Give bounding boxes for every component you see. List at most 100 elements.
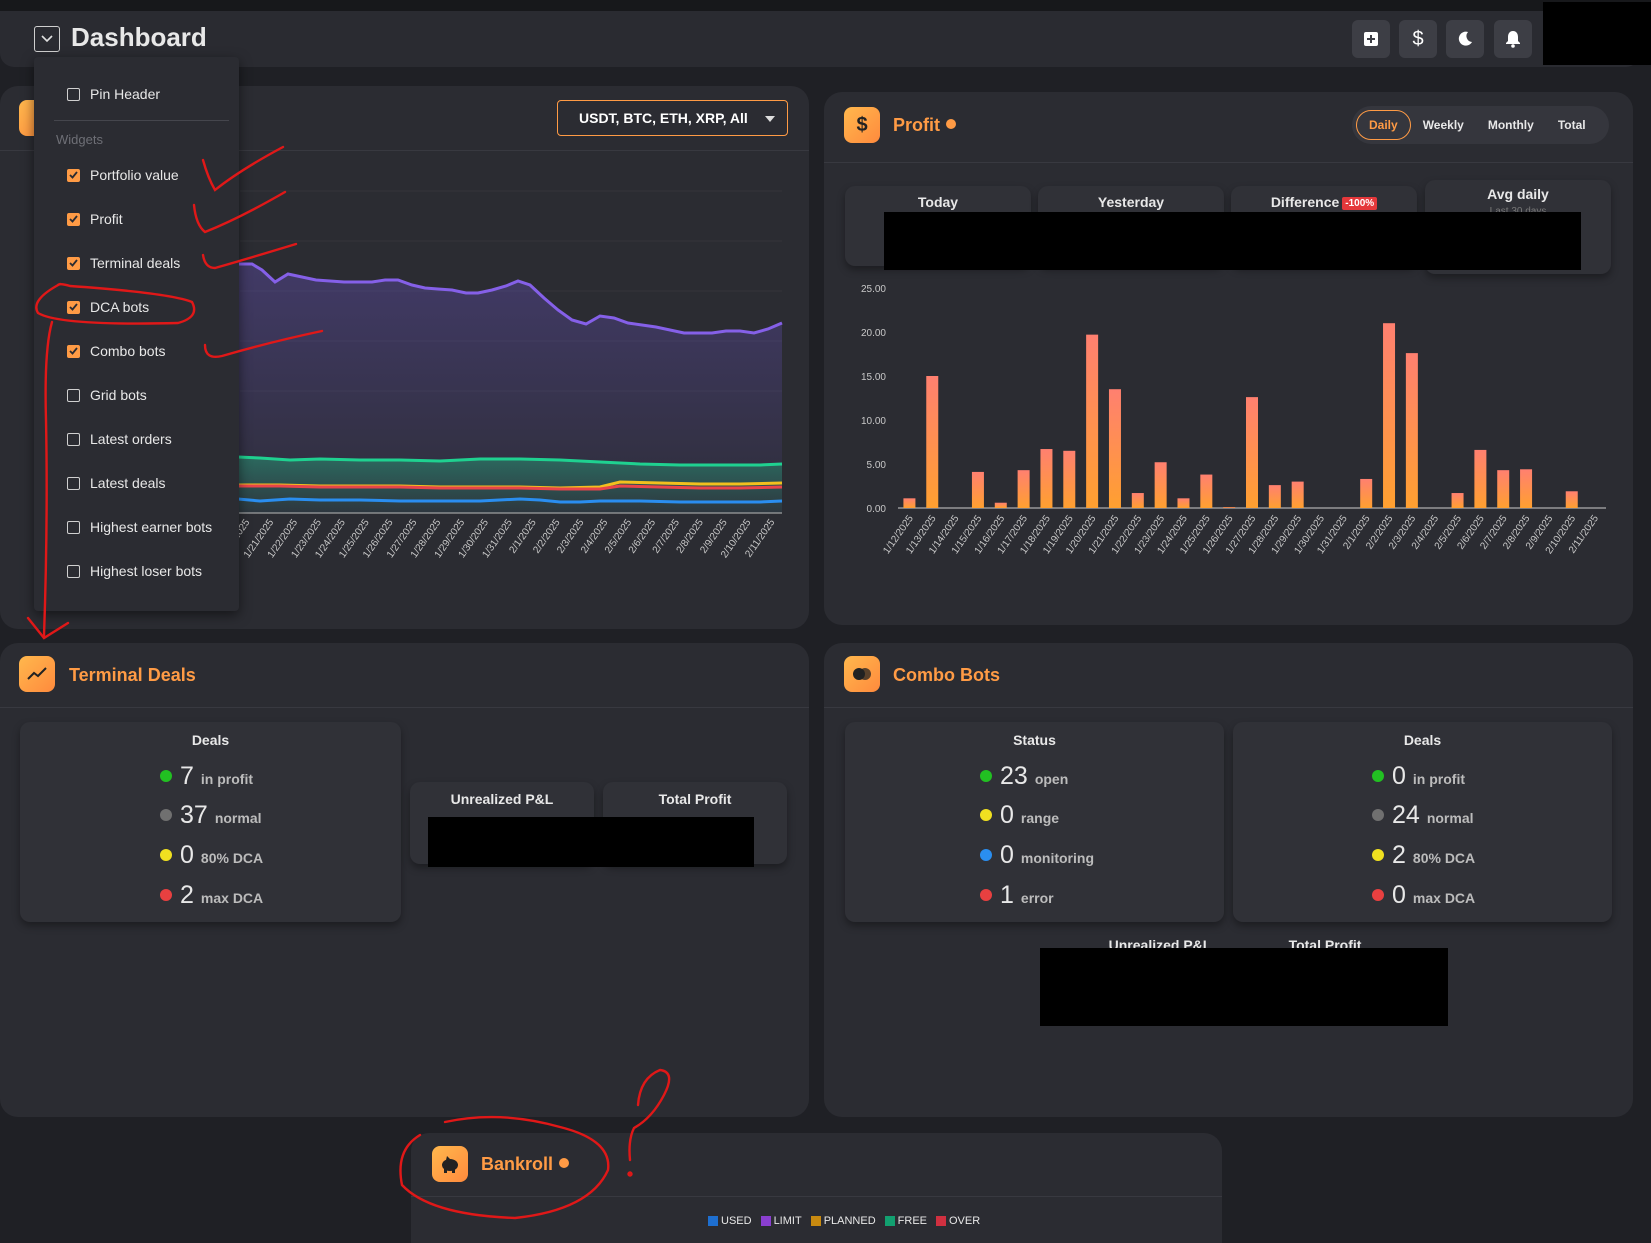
profit-bar[interactable]	[1223, 507, 1236, 508]
profit-bar[interactable]	[1268, 485, 1281, 508]
currency-filter-select[interactable]: USDT, BTC, ETH, XRP, All	[557, 100, 788, 136]
widget-option-latest-orders[interactable]: Latest orders	[67, 431, 172, 447]
widget-option-dca-bots[interactable]: DCA bots	[67, 299, 149, 315]
tab-total[interactable]: Total	[1557, 118, 1586, 132]
theme-toggle-button[interactable]	[1446, 20, 1484, 58]
count: 23	[1000, 762, 1028, 790]
portfolio-total-line	[238, 262, 783, 335]
profit-bar[interactable]	[1063, 450, 1076, 508]
status-dot	[980, 770, 992, 782]
profit-bar[interactable]	[1040, 449, 1053, 508]
combo-deal-normal: 24 normal	[1372, 801, 1474, 830]
y-tick-label: 5.00	[867, 460, 887, 471]
info-icon[interactable]	[559, 1158, 570, 1169]
combo-deal-in-profit: 0 in profit	[1372, 762, 1465, 791]
count-label: range	[1020, 810, 1060, 826]
profit-bar[interactable]	[1131, 493, 1144, 508]
pin-header-option[interactable]: Pin Header	[67, 86, 160, 102]
widget-option-combo-bots[interactable]: Combo bots	[67, 343, 165, 359]
profit-bar[interactable]	[1246, 397, 1258, 508]
profit-bar[interactable]	[1520, 469, 1533, 508]
info-icon[interactable]	[946, 119, 956, 130]
legend-limit[interactable]: LIMIT	[760, 1215, 802, 1227]
profit-bar[interactable]	[1451, 493, 1464, 508]
profit-bar[interactable]	[1200, 474, 1213, 508]
profit-bar[interactable]	[1565, 491, 1578, 508]
checkbox[interactable]	[67, 432, 80, 446]
y-tick-label: 10.00	[861, 416, 886, 427]
checkbox[interactable]	[67, 476, 80, 490]
checkbox[interactable]	[67, 564, 80, 578]
count-label: 80% DCA	[200, 850, 264, 866]
profit-bar[interactable]	[1086, 334, 1099, 508]
profit-bar[interactable]	[1405, 353, 1418, 508]
checkbox[interactable]	[67, 388, 80, 402]
profit-bar[interactable]	[971, 471, 984, 508]
profit-bar[interactable]	[1108, 389, 1121, 508]
widget-option-highest-loser-bots[interactable]: Highest loser bots	[67, 563, 202, 579]
status-dot	[160, 889, 172, 901]
checkbox[interactable]	[67, 212, 80, 226]
tab-weekly[interactable]: Weekly	[1422, 118, 1464, 132]
profit-bar[interactable]	[1383, 323, 1396, 508]
widget-option-profit[interactable]: Profit	[67, 211, 123, 227]
legend-over[interactable]: OVER	[936, 1215, 980, 1227]
tab-daily[interactable]: Daily	[1356, 110, 1411, 140]
terminal-total-profit-label: Total Profit	[658, 791, 732, 807]
widget-option-grid-bots[interactable]: Grid bots	[67, 387, 147, 403]
bankroll-title: Bankroll	[481, 1154, 554, 1174]
bell-icon	[1506, 31, 1520, 48]
option-label: Latest deals	[90, 475, 166, 491]
profit-bar[interactable]	[1177, 498, 1190, 508]
profit-bar[interactable]	[1291, 481, 1304, 508]
notifications-button[interactable]	[1494, 20, 1532, 58]
add-widget-button[interactable]	[1352, 20, 1390, 58]
checkmark-icon	[69, 215, 78, 223]
widget-option-highest-earner-bots[interactable]: Highest earner bots	[67, 519, 212, 535]
bankroll-title-wrap: Bankroll	[481, 1154, 570, 1175]
checkbox[interactable]	[67, 344, 80, 358]
widget-option-portfolio-value[interactable]: Portfolio value	[67, 167, 179, 183]
terminal-unrealized-label: Unrealized P&L	[450, 791, 554, 807]
profit-bar[interactable]	[1360, 478, 1373, 508]
checkbox[interactable]	[67, 256, 80, 270]
profit-title: Profit	[893, 115, 940, 135]
checkbox[interactable]	[67, 300, 80, 314]
dollar-icon: $	[1412, 27, 1424, 50]
count: 0	[1392, 881, 1406, 909]
legend-swatch	[936, 1216, 946, 1226]
tab-monthly[interactable]: Monthly	[1487, 118, 1534, 132]
widget-option-terminal-deals[interactable]: Terminal deals	[67, 255, 180, 271]
checkbox[interactable]	[67, 520, 80, 534]
y-tick-label: 25.00	[861, 284, 886, 295]
profit-bar[interactable]	[994, 502, 1007, 508]
currency-button[interactable]: $	[1399, 20, 1437, 58]
collapse-widgets-button[interactable]	[34, 26, 60, 52]
checkbox[interactable]	[67, 168, 80, 182]
widget-option-latest-deals[interactable]: Latest deals	[67, 475, 166, 491]
portfolio-value-chart: 1/20/20251/21/20251/22/20251/23/20251/24…	[218, 190, 783, 560]
currency-filter-value: USDT, BTC, ETH, XRP, All	[579, 110, 748, 126]
profit-bar[interactable]	[903, 498, 916, 508]
profit-title-wrap: Profit	[893, 115, 956, 136]
card-header-divider	[0, 707, 809, 708]
combo-status-tile: Status	[845, 722, 1224, 922]
legend-free[interactable]: FREE	[884, 1215, 927, 1227]
legend-used[interactable]: USED	[708, 1215, 752, 1227]
profit-bar[interactable]	[1154, 462, 1167, 508]
option-label: Grid bots	[90, 387, 147, 403]
redacted-combo-values	[1040, 948, 1448, 1026]
profit-bar[interactable]	[1497, 470, 1510, 508]
legend-planned[interactable]: PLANNED	[810, 1215, 876, 1227]
card-header-divider	[824, 162, 1633, 163]
card-header-divider	[0, 150, 809, 151]
count-label: max DCA	[200, 890, 264, 906]
legend-label: PLANNED	[823, 1215, 876, 1227]
redacted-profit-values	[884, 212, 1581, 270]
checkbox[interactable]	[67, 87, 80, 101]
profit-bar[interactable]	[1017, 470, 1030, 508]
legend-label: FREE	[897, 1215, 927, 1227]
profit-bar[interactable]	[926, 376, 939, 508]
profit-bar[interactable]	[1474, 449, 1487, 508]
